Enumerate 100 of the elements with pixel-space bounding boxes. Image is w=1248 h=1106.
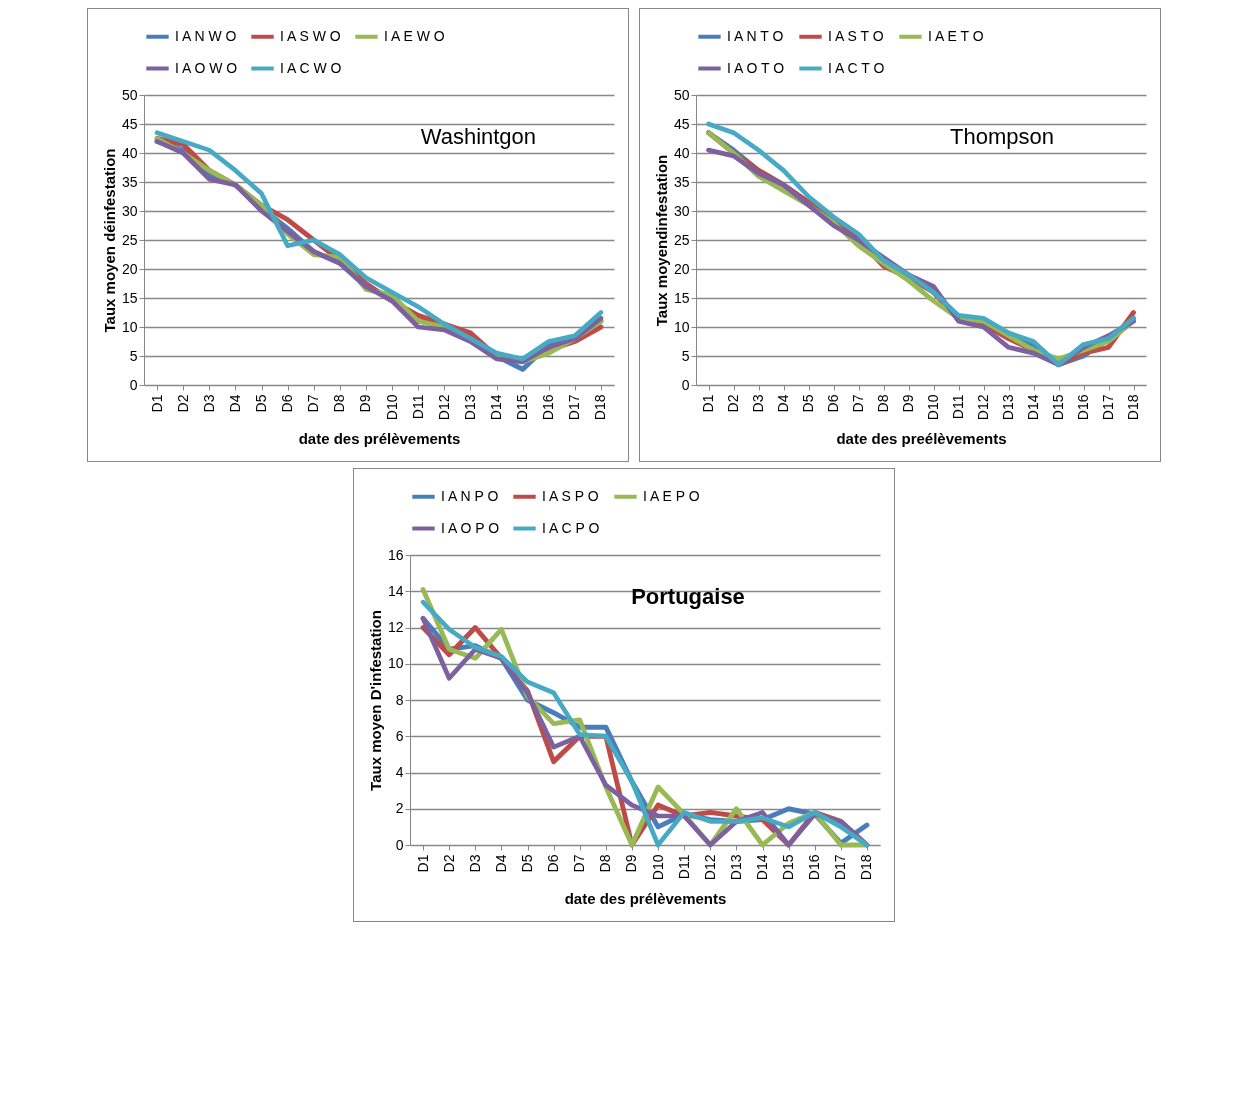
legend-label: I A C P O	[542, 519, 600, 536]
legend-label: I A O P O	[441, 519, 500, 536]
x-tick-label: D13	[727, 854, 744, 881]
x-tick-label: D17	[566, 394, 583, 421]
x-tick-label: D14	[1025, 394, 1041, 421]
y-tick-label: 16	[387, 546, 404, 563]
x-tick-label: D18	[1125, 394, 1141, 421]
x-tick-label: D11	[950, 394, 966, 420]
x-tick-label: D3	[750, 394, 766, 413]
y-tick-label: 10	[387, 655, 404, 672]
x-tick-label: D8	[597, 854, 614, 873]
x-tick-label: D15	[514, 394, 531, 421]
y-tick-label: 12	[387, 619, 404, 635]
y-tick-label: 0	[129, 376, 138, 393]
x-tick-label: D10	[649, 854, 666, 881]
y-tick-label: 0	[681, 376, 690, 393]
x-tick-label: D2	[174, 394, 191, 413]
y-tick-label: 20	[121, 260, 138, 277]
y-tick-label: 10	[673, 318, 690, 335]
x-tick-label: D17	[832, 854, 849, 881]
y-tick-label: 40	[121, 144, 138, 161]
legend-label: I A C T O	[828, 59, 885, 76]
x-tick-label: D9	[900, 394, 916, 413]
x-axis-title: date des prélèvements	[564, 890, 727, 908]
text: Thompson	[950, 124, 1054, 149]
y-tick-label: 15	[121, 289, 138, 306]
x-tick-label: D8	[331, 394, 348, 413]
x-tick-label: D6	[545, 854, 562, 873]
x-tick-label: D1	[700, 394, 716, 413]
legend-label: I A N P O	[441, 487, 499, 504]
y-axis-title: Taux moyendinfestation	[652, 154, 670, 327]
x-tick-label: D18	[592, 394, 609, 421]
y-axis-title: Taux moyen D'infestation	[366, 610, 384, 791]
x-tick-label: D9	[623, 854, 640, 873]
y-tick-label: 40	[673, 144, 690, 161]
x-tick-label: D18	[858, 854, 875, 881]
x-tick-label: D5	[519, 854, 535, 873]
x-tick-label: D5	[253, 394, 269, 413]
x-tick-label: D16	[806, 854, 823, 881]
y-tick-label: 35	[121, 173, 138, 190]
x-tick-label: D7	[305, 394, 322, 413]
y-tick-label: 20	[673, 260, 690, 277]
x-tick-label: D14	[488, 394, 504, 421]
x-tick-label: D12	[701, 854, 718, 881]
x-tick-label: D13	[461, 394, 478, 421]
x-tick-label: D16	[1075, 394, 1091, 421]
x-tick-label: D3	[466, 854, 483, 873]
y-tick-label: 45	[121, 115, 138, 132]
x-tick-label: D16	[540, 394, 557, 421]
x-tick-label: D10	[383, 394, 400, 421]
legend-label: I A S T O	[828, 27, 884, 44]
x-tick-label: D12	[975, 394, 991, 421]
y-tick-label: 50	[121, 86, 138, 103]
x-tick-label: D14	[754, 854, 770, 881]
x-tick-label: D17	[1100, 394, 1116, 421]
y-tick-label: 0	[395, 836, 404, 853]
y-tick-label: 5	[681, 347, 690, 364]
x-tick-label: D6	[279, 394, 296, 413]
y-tick-label: 25	[673, 231, 690, 248]
legend-label: I A C W O	[280, 59, 342, 76]
y-tick-label: 50	[673, 86, 690, 103]
y-tick-label: 10	[121, 318, 138, 335]
y-tick-label: 8	[395, 691, 404, 708]
x-tick-label: D11	[675, 854, 692, 880]
legend-label: I A N W O	[175, 27, 237, 44]
text: Washintgon	[420, 124, 537, 149]
y-axis-title: Taux moyen déinfestation	[100, 148, 118, 333]
legend-label: I A N T O	[727, 27, 784, 44]
legend-label: I A E W O	[384, 27, 445, 44]
y-tick-label: 25	[121, 231, 138, 248]
x-tick-label: D13	[1000, 394, 1016, 421]
y-tick-label: 2	[395, 800, 404, 817]
y-tick-label: 5	[129, 347, 138, 364]
x-tick-label: D1	[414, 854, 431, 873]
legend-label: I A S P O	[542, 487, 599, 504]
x-tick-label: D7	[850, 394, 866, 413]
x-tick-label: D11	[409, 394, 426, 420]
y-tick-label: 6	[395, 727, 404, 744]
x-axis-title: date des prélèvements	[298, 430, 461, 448]
text: Portugaise	[631, 584, 745, 609]
y-tick-label: 30	[673, 202, 690, 219]
legend-label: I A E T O	[928, 27, 984, 44]
x-tick-label: D2	[725, 394, 741, 413]
y-tick-label: 14	[387, 582, 404, 599]
y-tick-label: 15	[673, 289, 690, 306]
x-tick-label: D15	[1050, 394, 1066, 421]
x-tick-label: D1	[148, 394, 165, 413]
y-tick-label: 45	[673, 115, 690, 132]
x-tick-label: D9	[357, 394, 374, 413]
legend-label: I A S W O	[280, 27, 341, 44]
x-tick-label: D10	[925, 394, 941, 421]
y-tick-label: 30	[121, 202, 138, 219]
x-tick-label: D15	[780, 854, 797, 881]
y-tick-label: 35	[673, 173, 690, 190]
x-tick-label: D12	[435, 394, 452, 421]
x-tick-label: D4	[492, 854, 509, 873]
x-tick-label: D2	[440, 854, 457, 873]
legend-label: I A E P O	[643, 487, 700, 504]
x-tick-label: D3	[200, 394, 217, 413]
legend-label: I A O T O	[727, 59, 785, 76]
